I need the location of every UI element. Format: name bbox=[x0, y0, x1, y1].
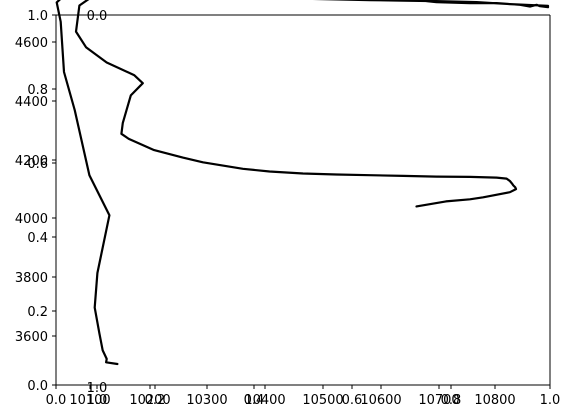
x-tick-label: 10300 bbox=[186, 393, 227, 408]
x-tick-label: 1.0 bbox=[540, 393, 561, 408]
x-tick-label: 0.8 bbox=[441, 393, 462, 408]
x-tick-label: 10100 bbox=[69, 393, 110, 408]
x-tick-label: 10200 bbox=[129, 393, 170, 408]
x-tick-label: 0.6 bbox=[342, 393, 363, 408]
series-line bbox=[55, 0, 550, 366]
axes-frame bbox=[55, 14, 551, 386]
y-tick-label: 0.4 bbox=[27, 231, 48, 246]
y-tick-label: 0.2 bbox=[27, 305, 48, 320]
y-tick-label: 4600 bbox=[15, 36, 48, 51]
y-tick-label: 0.6 bbox=[27, 157, 48, 172]
x-tick-label: 0.4 bbox=[244, 393, 265, 408]
ticks-layer: 10100 10200 10300 10400 10500 10600 10700 10800… bbox=[15, 9, 560, 408]
plot-background bbox=[56, 15, 550, 385]
series-layer bbox=[55, 0, 550, 366]
x-tick-label: 10800 bbox=[474, 393, 515, 408]
x-tick-label: 0.2 bbox=[145, 393, 166, 408]
y-tick-label: 4400 bbox=[15, 95, 48, 110]
y-tick-label: 0.8 bbox=[27, 83, 48, 98]
y-tick-label: 4000 bbox=[15, 212, 48, 227]
x-tick-label: 1.0 bbox=[87, 393, 108, 408]
y-tick-label: 3600 bbox=[15, 330, 48, 345]
y-tick-label: 1.0 bbox=[87, 381, 108, 396]
x-tick-label: 10700 bbox=[418, 393, 459, 408]
x-tick-label: 0.0 bbox=[46, 393, 67, 408]
x-tick-label: 10500 bbox=[302, 393, 343, 408]
y-tick-label: 4200 bbox=[15, 154, 48, 169]
y-tick-label: 0.0 bbox=[27, 379, 48, 394]
x-tick-label: 0.0 bbox=[87, 9, 108, 24]
y-tick-label: 3800 bbox=[15, 271, 48, 286]
x-tick-label: 10400 bbox=[244, 393, 285, 408]
x-tick-label: 10600 bbox=[360, 393, 401, 408]
y-tick-label: 1.0 bbox=[27, 9, 48, 24]
